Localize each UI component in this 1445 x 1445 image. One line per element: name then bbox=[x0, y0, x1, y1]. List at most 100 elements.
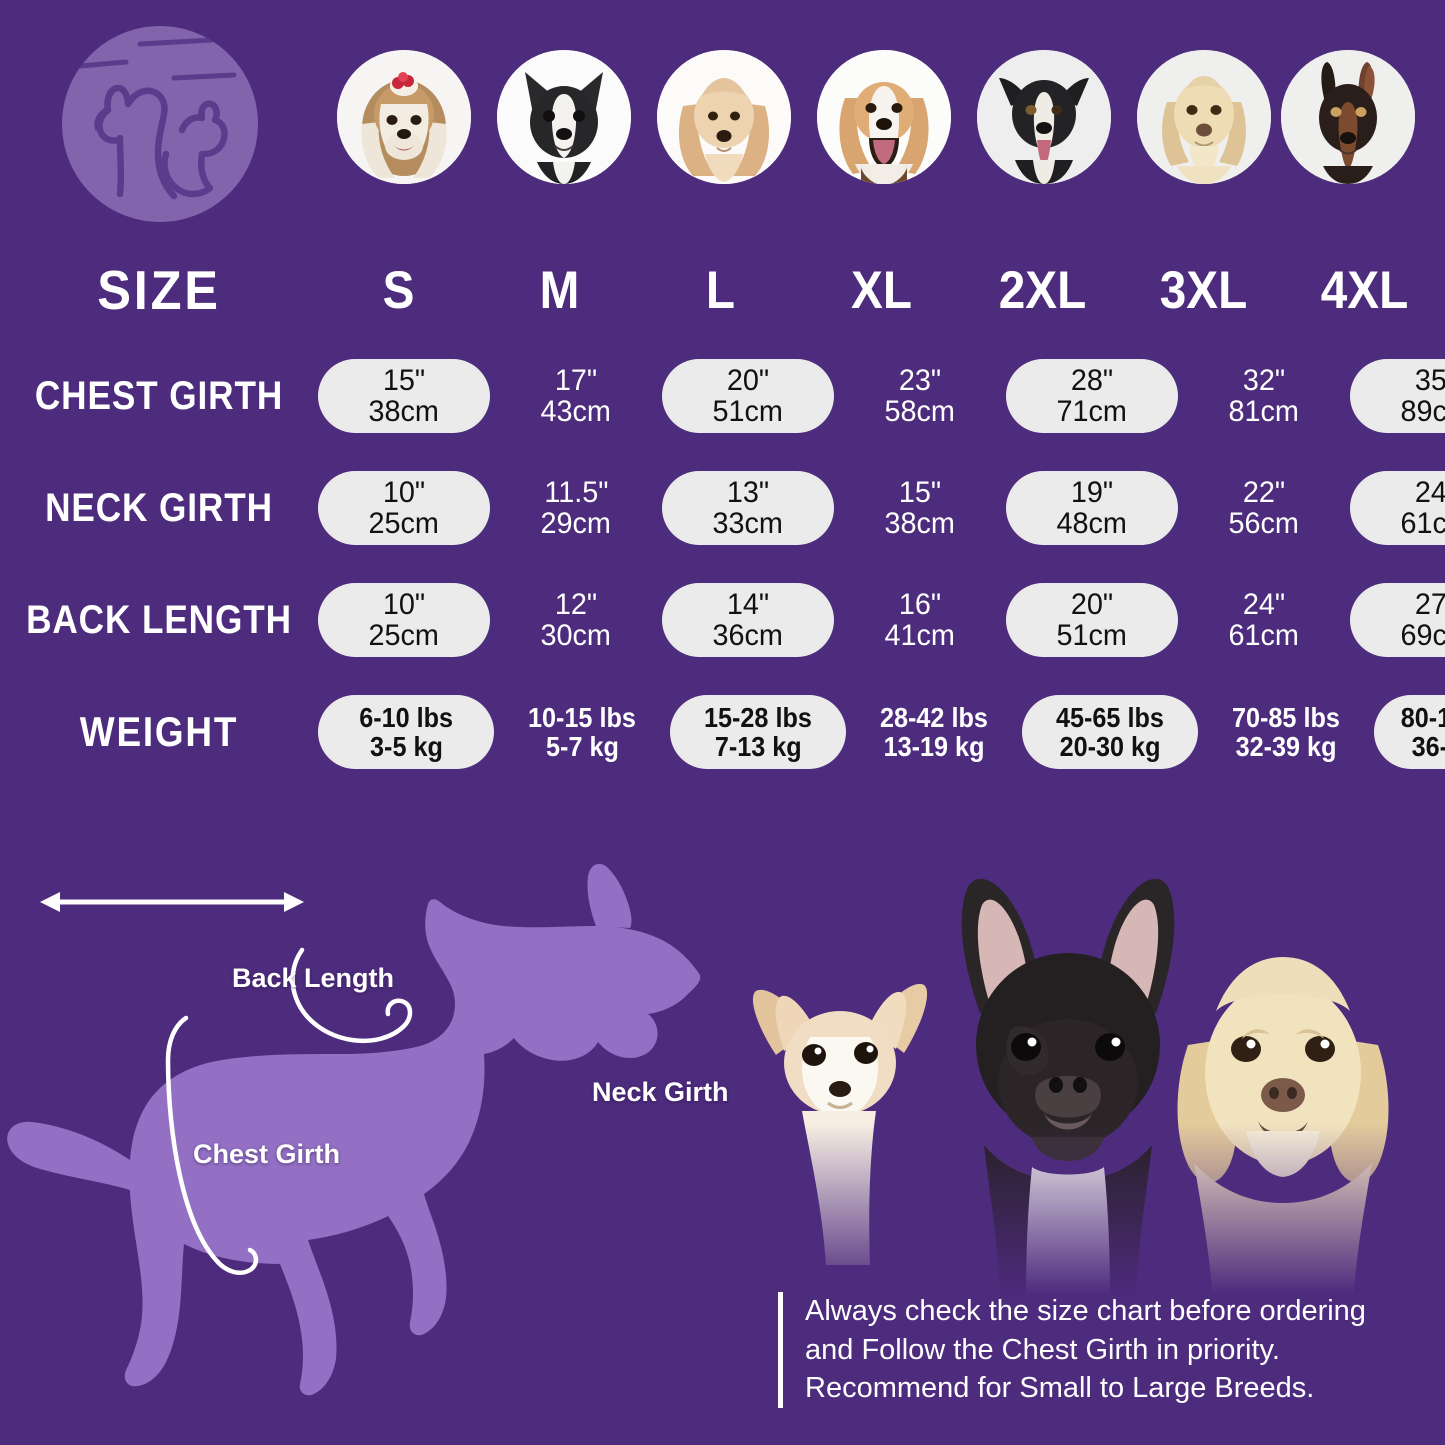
cell-secondary: 51cm bbox=[1056, 619, 1128, 652]
size-header-2xl: 2XL bbox=[998, 260, 1087, 320]
cell-primary: 10" bbox=[382, 587, 426, 621]
table-cell: 10-15 lbs 5-7 kg bbox=[494, 695, 670, 769]
table-cell: 15" 38cm bbox=[318, 359, 490, 433]
cell-secondary: 13-19 kg bbox=[883, 731, 985, 762]
size-header-cells: S M L XL 2XL 3XL 4XL bbox=[318, 260, 1445, 321]
cell-secondary: 81cm bbox=[1228, 395, 1300, 428]
table-cell: 11.5" 29cm bbox=[490, 471, 662, 545]
table-cell: 16" 41cm bbox=[834, 583, 1006, 657]
cell-secondary: 20-30 kg bbox=[1059, 731, 1161, 762]
cell-secondary: 33cm bbox=[712, 507, 784, 540]
cell-primary: 12" bbox=[554, 587, 598, 621]
cell-secondary: 25cm bbox=[368, 619, 440, 652]
table-row-weight: WEIGHT 6-10 lbs 3-5 kg 10-15 lbs 5-7 kg … bbox=[0, 676, 1445, 788]
cell-primary: 11.5" bbox=[543, 475, 609, 509]
cell-primary: 45-65 lbs bbox=[1056, 701, 1164, 733]
note-line-3: Recommend for Small to Large Breeds. bbox=[805, 1372, 1315, 1405]
cell-primary: 15" bbox=[382, 363, 426, 397]
table-cell: 28-42 lbs 13-19 kg bbox=[846, 695, 1022, 769]
breed-photo-group-bottom bbox=[718, 845, 1418, 1295]
cell-primary: 70-85 lbs bbox=[1232, 701, 1340, 733]
cell-primary: 15" bbox=[898, 475, 942, 509]
note-line-2: and Follow the Chest Girth in priority. bbox=[805, 1333, 1280, 1366]
cell-secondary: 38cm bbox=[884, 507, 956, 540]
size-header-s: S bbox=[382, 260, 415, 320]
cell-secondary: 69cm bbox=[1400, 619, 1445, 652]
size-header-4xl: 4XL bbox=[1320, 260, 1409, 320]
chest-girth-loop bbox=[165, 1015, 259, 1275]
cell-primary: 24" bbox=[1242, 587, 1286, 621]
table-row-neck-girth: NECK GIRTH 10" 25cm 11.5" 29cm 13" 33cm … bbox=[0, 452, 1445, 564]
cell-secondary: 30cm bbox=[540, 619, 612, 652]
table-cell: 27" 69cm bbox=[1350, 583, 1445, 657]
cell-secondary: 38cm bbox=[368, 395, 440, 428]
cell-primary: 15-28 lbs bbox=[704, 701, 812, 733]
breed-photo-french-bulldog bbox=[961, 878, 1175, 1295]
table-cell: 32" 81cm bbox=[1178, 359, 1350, 433]
measurement-diagram bbox=[0, 840, 740, 1400]
table-cell: 35" 89cm bbox=[1350, 359, 1445, 433]
cell-secondary: 36-55 kg bbox=[1411, 731, 1445, 762]
cell-secondary: 89cm bbox=[1400, 395, 1445, 428]
cell-primary: 6-10 lbs bbox=[359, 701, 453, 733]
cell-primary: 14" bbox=[726, 587, 770, 621]
table-header-row: SIZE S M L XL 2XL 3XL 4XL bbox=[0, 240, 1445, 340]
cell-primary: 27" bbox=[1414, 587, 1445, 621]
neck-girth-loop bbox=[290, 947, 413, 1044]
cell-secondary: 41cm bbox=[884, 619, 956, 652]
cell-primary: 35" bbox=[1414, 363, 1445, 397]
breed-photo-border-collie bbox=[977, 50, 1111, 184]
note-line-1: Always check the size chart before order… bbox=[805, 1295, 1366, 1327]
breed-photo-beagle bbox=[817, 50, 951, 184]
breed-photo-shih-tzu bbox=[337, 50, 471, 184]
row-label-back-length: BACK LENGTH bbox=[26, 597, 292, 642]
cell-primary: 28" bbox=[1070, 363, 1114, 397]
dog-and-cat-circle-logo-icon bbox=[62, 26, 258, 222]
cell-secondary: 61cm bbox=[1400, 507, 1445, 540]
back-length-arrow bbox=[40, 892, 304, 912]
cell-primary: 13" bbox=[726, 475, 770, 509]
table-cell: 17" 43cm bbox=[490, 359, 662, 433]
size-header-3xl: 3XL bbox=[1159, 260, 1248, 320]
cell-primary: 17" bbox=[554, 363, 598, 397]
table-cell: 70-85 lbs 32-39 kg bbox=[1198, 695, 1374, 769]
size-header-xl: XL bbox=[851, 260, 912, 320]
cell-secondary: 32-39 kg bbox=[1235, 731, 1337, 762]
cell-primary: 16" bbox=[898, 587, 942, 621]
cell-primary: 28-42 lbs bbox=[880, 701, 988, 733]
diagram-label-neck-girth: Neck Girth bbox=[592, 1077, 729, 1107]
cell-primary: 32" bbox=[1242, 363, 1286, 397]
cell-primary: 20" bbox=[726, 363, 770, 397]
dog-silhouette bbox=[7, 863, 701, 1396]
cell-primary: 19" bbox=[1070, 475, 1114, 509]
cell-primary: 22" bbox=[1242, 475, 1286, 509]
table-cell: 15-28 lbs 7-13 kg bbox=[670, 695, 846, 769]
table-cell: 24" 61cm bbox=[1178, 583, 1350, 657]
cell-primary: 23" bbox=[898, 363, 942, 397]
table-cell: 23" 58cm bbox=[834, 359, 1006, 433]
row-label-weight: WEIGHT bbox=[79, 708, 239, 755]
breed-photo-yellow-labrador bbox=[1177, 957, 1389, 1295]
cell-secondary: 25cm bbox=[368, 507, 440, 540]
cell-primary: 10" bbox=[382, 475, 426, 509]
cell-secondary: 61cm bbox=[1228, 619, 1300, 652]
row-label-neck-girth: NECK GIRTH bbox=[45, 485, 273, 530]
table-cell: 12" 30cm bbox=[490, 583, 662, 657]
table-row-back-length: BACK LENGTH 10" 25cm 12" 30cm 14" 36cm 1… bbox=[0, 564, 1445, 676]
table-cell: 10" 25cm bbox=[318, 583, 490, 657]
table-cell: 20" 51cm bbox=[662, 359, 834, 433]
table-cell: 13" 33cm bbox=[662, 471, 834, 545]
table-cell: 10" 25cm bbox=[318, 471, 490, 545]
breed-photo-boston-terrier bbox=[497, 50, 631, 184]
size-header-l: L bbox=[705, 260, 736, 320]
cell-primary: 80-120 lbs bbox=[1401, 701, 1445, 733]
cell-secondary: 7-13 kg bbox=[714, 731, 802, 762]
cell-primary: 20" bbox=[1070, 587, 1114, 621]
cell-secondary: 48cm bbox=[1056, 507, 1128, 540]
cell-secondary: 56cm bbox=[1228, 507, 1300, 540]
size-chart-table: SIZE S M L XL 2XL 3XL 4XL CHEST GIRTH 15… bbox=[0, 240, 1445, 788]
table-corner-label: SIZE bbox=[97, 259, 221, 321]
cell-secondary: 36cm bbox=[712, 619, 784, 652]
table-cell: 14" 36cm bbox=[662, 583, 834, 657]
breed-photo-labrador-retriever bbox=[1137, 50, 1271, 184]
